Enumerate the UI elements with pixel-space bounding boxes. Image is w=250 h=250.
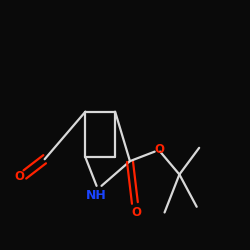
Text: O: O: [154, 143, 164, 156]
Text: NH: NH: [86, 189, 107, 202]
Text: O: O: [131, 206, 141, 219]
Text: O: O: [14, 170, 24, 183]
